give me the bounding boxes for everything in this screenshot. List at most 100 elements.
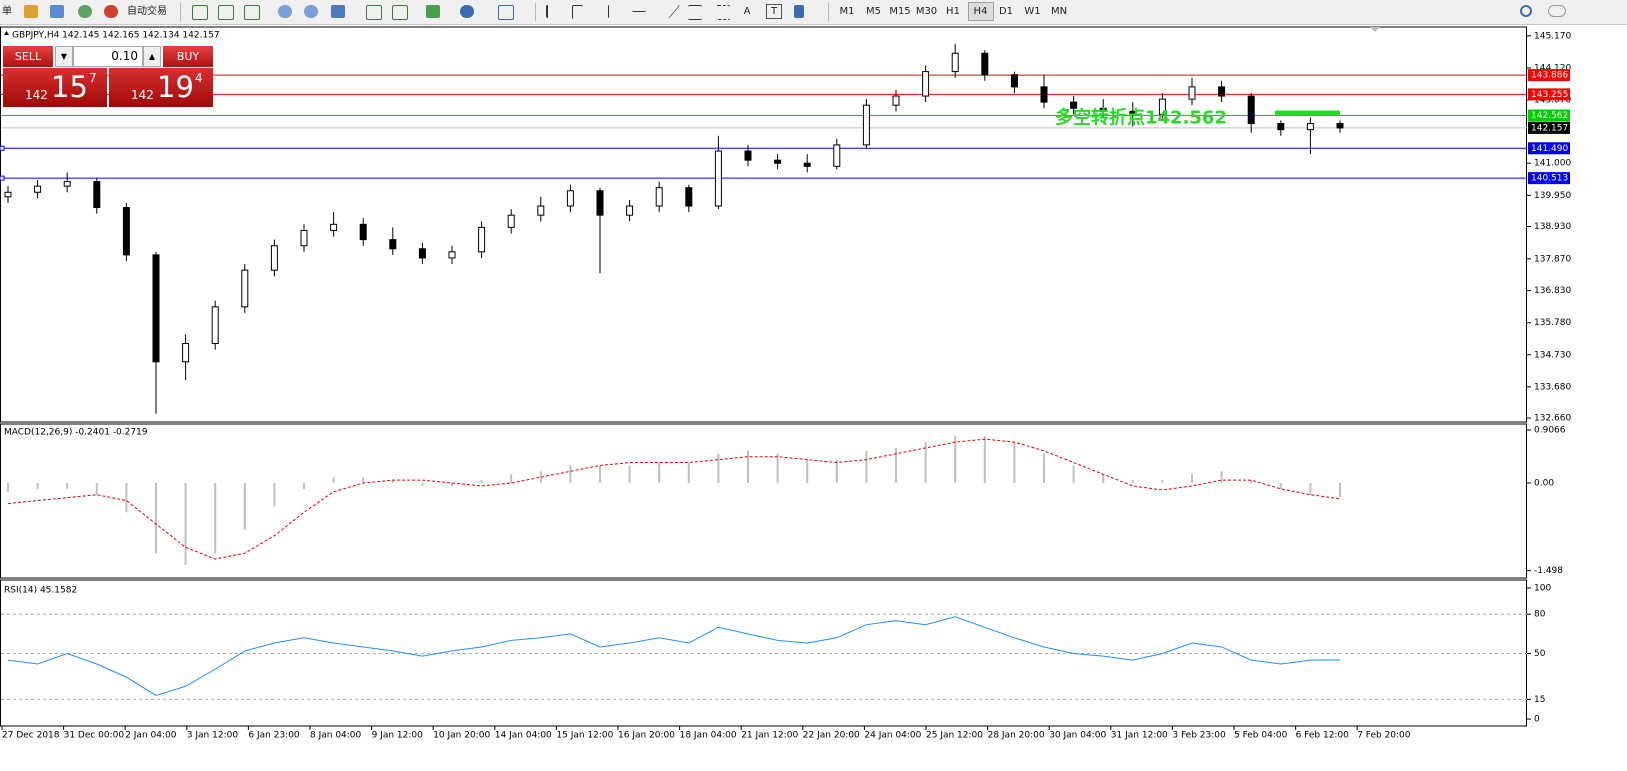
candle-body (359, 223, 367, 241)
annotation: 多空转折点142.562 (1055, 107, 1227, 129)
candle-body (1099, 107, 1107, 112)
price-tick-label: 143.070 (1534, 96, 1571, 106)
macd-signal (7, 438, 1341, 560)
icon[interactable] (24, 5, 38, 18)
icon[interactable] (331, 5, 345, 18)
candle-body (951, 52, 959, 73)
time-label: 6 Feb 12:00 (1296, 731, 1350, 741)
timeframe-button[interactable]: M15 (889, 6, 911, 17)
candle-body (389, 239, 397, 250)
candle-body (655, 187, 663, 207)
candle-body (448, 251, 456, 259)
icon[interactable] (366, 5, 382, 20)
icon[interactable] (218, 5, 234, 20)
candle-body (1277, 123, 1285, 131)
candle-body (1010, 74, 1018, 88)
timeframe-button[interactable]: M30 (915, 6, 938, 17)
timeframe-button[interactable]: M5 (866, 6, 881, 17)
icon[interactable] (192, 5, 208, 20)
icon[interactable] (716, 5, 730, 20)
icon[interactable] (50, 5, 64, 18)
sell-price-pip: 7 (89, 71, 97, 85)
rsi-tick-label: 50 (1534, 649, 1546, 659)
rsi-label: RSI(14) 45.1582 (4, 586, 77, 596)
candle-body (626, 205, 634, 216)
icon[interactable] (426, 5, 440, 18)
sell-button[interactable]: SELL (3, 46, 53, 67)
timeframe-button[interactable]: M1 (839, 6, 855, 17)
candle-body (685, 187, 693, 207)
level-label: 142.562 (1531, 111, 1568, 121)
candle-body (418, 248, 426, 259)
level-label-box (1528, 88, 1570, 101)
level-label: 143.255 (1531, 90, 1568, 100)
icon[interactable] (244, 5, 260, 20)
time-label: 8 Jan 04:00 (310, 731, 362, 741)
time-label: 5 Feb 04:00 (1234, 731, 1288, 741)
icon[interactable] (392, 5, 408, 20)
level-label-box (1528, 121, 1570, 134)
timeframe-button[interactable]: D1 (998, 6, 1014, 17)
time-label: 9 Jan 12:00 (372, 731, 424, 741)
buy-price[interactable]: 142 19 4 (109, 68, 213, 107)
sell-price[interactable]: 142 15 7 (3, 68, 107, 107)
level-label-box (1528, 142, 1570, 155)
price-tick-label: 132.660 (1534, 414, 1571, 424)
price-tick-label: 139.950 (1534, 191, 1571, 201)
icon[interactable] (546, 5, 556, 18)
timeframe-button[interactable]: W1 (1024, 6, 1041, 17)
text-tool[interactable]: A (743, 6, 751, 17)
macd-tick-label: -1.498 (1534, 566, 1563, 576)
macd-tick-label: 0.00 (1534, 479, 1554, 489)
icon[interactable] (498, 5, 514, 20)
candle-body (566, 190, 574, 207)
buy-button[interactable]: BUY (163, 46, 213, 67)
buy-price-prefix: 142 (131, 88, 154, 102)
candle-body (744, 150, 752, 161)
icon[interactable] (78, 5, 92, 18)
timeframe-button[interactable]: MN (1050, 6, 1068, 17)
candle-body (4, 191, 12, 198)
timeframe-button[interactable]: H4 (967, 2, 994, 21)
buy-price-pip: 4 (195, 71, 203, 85)
icon[interactable] (460, 5, 474, 18)
rsi-line (7, 616, 1341, 697)
rsi-tick-label: 100 (1534, 583, 1551, 593)
price-tick-label: 135.780 (1534, 318, 1571, 328)
icon[interactable] (794, 5, 804, 18)
price-tick-label: 134.730 (1534, 350, 1571, 360)
candle-body (507, 214, 515, 228)
time-label: 3 Feb 23:00 (1172, 731, 1226, 741)
separator (180, 3, 181, 21)
icon[interactable] (632, 5, 646, 12)
time-label: 14 Jan 04:00 (495, 731, 552, 741)
candle-body (63, 181, 71, 187)
time-label: 30 Jan 04:00 (1049, 731, 1106, 741)
timeframe-button[interactable]: H1 (946, 6, 960, 17)
candle-body (1070, 101, 1078, 109)
level-label: 141.490 (1531, 144, 1568, 154)
lot-up[interactable]: ▲ (143, 46, 161, 67)
search-icon[interactable] (1520, 5, 1532, 17)
icon[interactable] (278, 5, 292, 18)
time-label: 24 Jan 04:00 (864, 731, 921, 741)
icon[interactable] (572, 5, 583, 19)
candle-body (1040, 86, 1048, 103)
price-tick-label: 138.930 (1534, 222, 1571, 232)
candle-body (537, 205, 545, 216)
candle-body (300, 229, 308, 247)
candle-body (1218, 86, 1226, 97)
lot-size[interactable]: 0.10 (73, 46, 143, 67)
auto-trading[interactable]: 自动交易 (127, 6, 167, 17)
chat-icon[interactable] (1548, 5, 1566, 17)
icon[interactable] (654, 5, 681, 18)
icon[interactable] (304, 5, 318, 18)
icon[interactable] (688, 5, 702, 20)
icon[interactable] (104, 5, 118, 18)
toolbar: 单 自动交易 A T M1 M5 M15 M30 H1 H4 D1 W1 MN (0, 0, 1627, 25)
candle-body (93, 181, 101, 209)
label-tool[interactable]: T (766, 4, 782, 19)
lot-down[interactable]: ▼ (55, 46, 73, 67)
icon[interactable] (608, 5, 611, 18)
time-label: 2 Jan 04:00 (125, 731, 177, 741)
